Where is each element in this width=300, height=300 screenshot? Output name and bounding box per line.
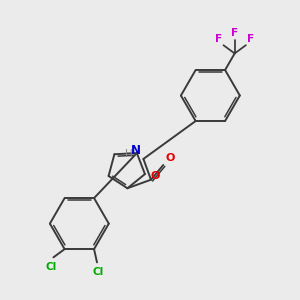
Text: N: N bbox=[131, 145, 141, 158]
Text: F: F bbox=[215, 34, 222, 44]
Text: F: F bbox=[247, 34, 254, 44]
Text: O: O bbox=[166, 153, 175, 163]
Text: Cl: Cl bbox=[46, 262, 57, 272]
Text: F: F bbox=[231, 28, 238, 38]
Text: O: O bbox=[150, 171, 160, 181]
Text: H: H bbox=[125, 149, 133, 159]
Text: Cl: Cl bbox=[93, 267, 104, 278]
